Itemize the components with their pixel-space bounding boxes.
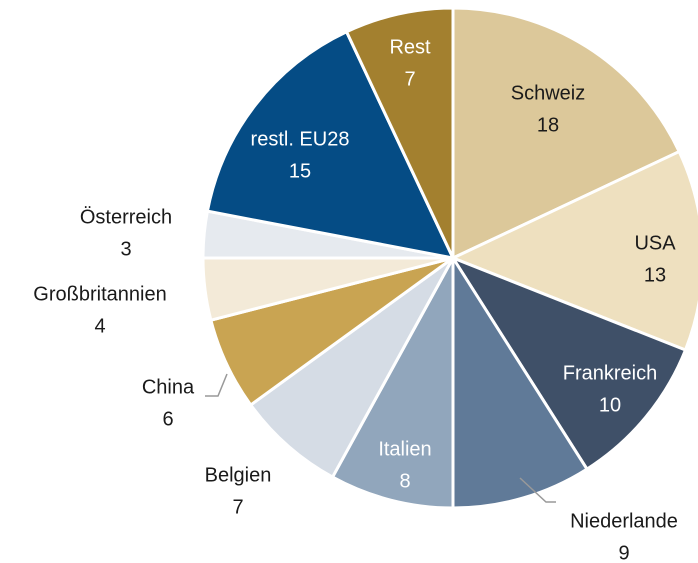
slice-label: China <box>142 376 195 398</box>
leader-line <box>205 373 228 397</box>
slice-label: Österreich <box>80 206 172 228</box>
slice-value: 6 <box>162 408 173 430</box>
pie-slice <box>451 6 681 260</box>
slice-label: restl. EU28 <box>251 128 350 150</box>
slice-value: 18 <box>537 114 559 136</box>
leader-line <box>519 477 556 503</box>
pie-slice <box>451 256 589 510</box>
slice-value: 13 <box>644 264 666 286</box>
slice-label: Italien <box>378 438 431 460</box>
labels: Schweiz 18 USA 13 Frankreich 10 Niederlande 9 It… <box>33 36 678 563</box>
slice-value: 10 <box>599 394 621 416</box>
slice-value: 7 <box>404 68 415 90</box>
slice-value: 9 <box>618 542 629 563</box>
slice-label: Großbritannien <box>33 283 166 305</box>
pie-slice <box>205 30 455 260</box>
pie <box>201 6 698 510</box>
slice-value: 4 <box>94 315 105 337</box>
slice-value: 3 <box>120 238 131 260</box>
pie-slice <box>451 256 687 471</box>
slice-label: USA <box>634 232 676 254</box>
slice-label: Schweiz <box>511 82 585 104</box>
pie-slice <box>249 256 455 479</box>
slice-value: 7 <box>232 496 243 518</box>
slice-label: Frankreich <box>563 362 657 384</box>
pie-slice <box>345 6 455 260</box>
slice-label: Rest <box>389 36 431 58</box>
pie-slice <box>331 256 455 510</box>
slice-value: 15 <box>289 160 311 182</box>
slice-value: 8 <box>399 470 410 492</box>
pie-slice <box>451 150 698 352</box>
slice-label: Belgien <box>205 464 272 486</box>
slice-label: Niederlande <box>570 510 678 532</box>
